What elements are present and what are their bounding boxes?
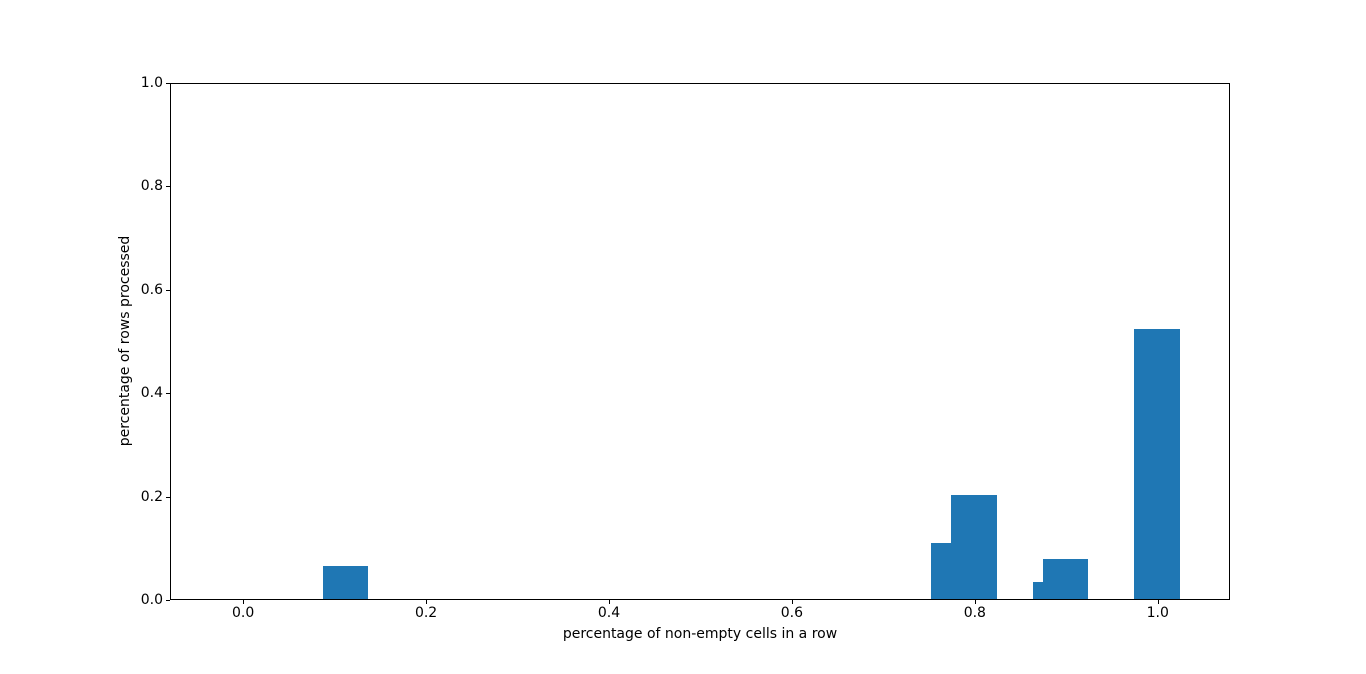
- x-tick-mark: [791, 600, 793, 604]
- bars-layer: [171, 84, 1229, 599]
- y-tick-mark: [166, 496, 170, 498]
- bar-0: [322, 566, 369, 599]
- y-tick-label: 0.4: [140, 385, 163, 402]
- x-axis-label: percentage of non-empty cells in a row: [562, 626, 838, 642]
- x-tick-label: 0.8: [963, 605, 986, 621]
- y-axis-label: percentage of rows processed: [117, 235, 133, 447]
- y-tick-label: 0.8: [140, 178, 163, 195]
- y-tick-mark: [166, 289, 170, 291]
- x-tick-mark: [243, 600, 245, 604]
- plot-area: [170, 83, 1230, 600]
- x-tick-mark: [1157, 600, 1159, 604]
- y-tick-label: 0.2: [140, 488, 163, 505]
- x-tick-mark: [426, 600, 428, 604]
- x-tick-label: 0.2: [414, 605, 438, 621]
- y-tick-label: 1.0: [140, 75, 163, 91]
- y-tick-mark: [166, 186, 170, 188]
- x-tick-label: 1.0: [1146, 605, 1169, 621]
- bar-4: [1042, 559, 1089, 599]
- y-tick-label: 0.6: [140, 281, 163, 298]
- bar-5: [1134, 328, 1180, 599]
- y-tick-label: 0.0: [140, 592, 163, 608]
- x-tick-label: 0.4: [597, 605, 621, 621]
- bar-2: [951, 494, 998, 599]
- y-tick-mark: [166, 393, 170, 395]
- x-tick-mark: [974, 600, 976, 604]
- y-tick-mark: [166, 600, 170, 601]
- x-tick-label: 0.6: [780, 605, 804, 621]
- x-tick-label: 0.0: [232, 605, 255, 621]
- y-tick-mark: [166, 83, 170, 84]
- x-tick-mark: [608, 600, 610, 604]
